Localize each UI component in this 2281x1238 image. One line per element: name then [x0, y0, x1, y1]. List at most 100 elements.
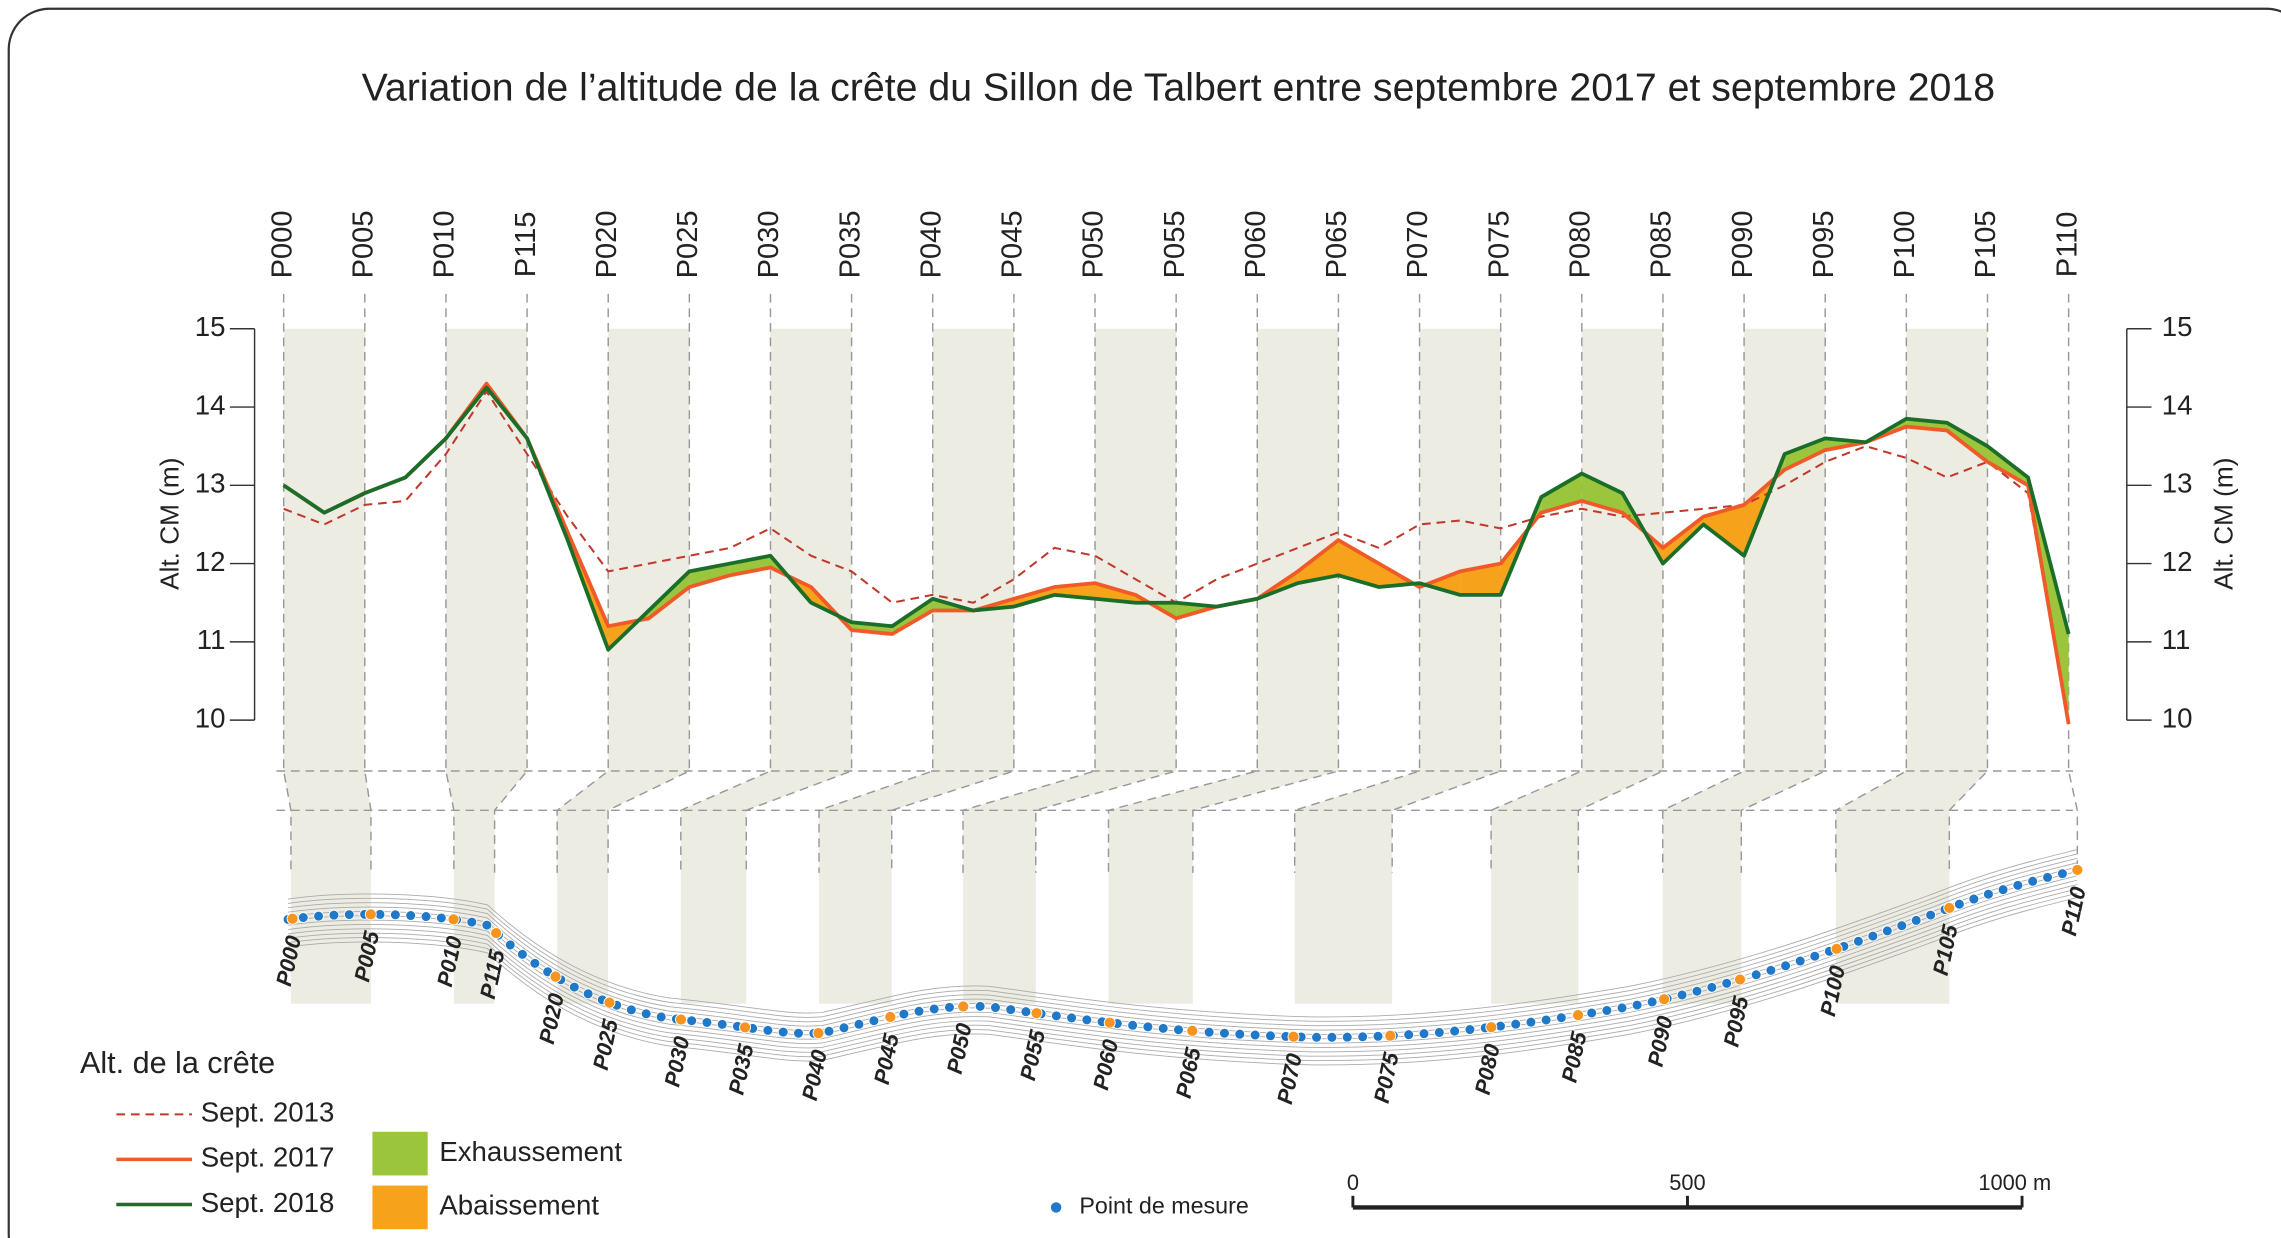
scale-label: 500 [1669, 1170, 1705, 1195]
profile-point [1830, 942, 1843, 955]
measure-point [1341, 1031, 1353, 1043]
profile-line [1035, 293, 1177, 873]
profile-line [1107, 293, 1259, 873]
measure-point [1794, 955, 1806, 967]
profile-point [286, 912, 299, 925]
x-tick-label: P105 [1970, 210, 2002, 278]
scale-label: 1000 m [1978, 1170, 2051, 1195]
measure-point [913, 1005, 925, 1017]
measure-point [1157, 1022, 1169, 1034]
measure-point [1721, 977, 1733, 989]
measure-point [777, 1026, 789, 1038]
map-profile-label: P080 [1470, 1042, 1505, 1097]
measure-point [1867, 930, 1879, 942]
profile-line [1740, 293, 1826, 873]
measure-point [1265, 1030, 1276, 1042]
measure-point [1616, 1002, 1628, 1014]
measure-point [625, 1004, 637, 1016]
measure-point [504, 939, 516, 951]
measure-point [435, 912, 447, 924]
contour [287, 884, 2078, 1053]
measure-point [1403, 1029, 1415, 1041]
profile-point [1384, 1029, 1397, 1042]
contour [287, 849, 2078, 1018]
measure-point [1809, 950, 1821, 962]
x-tick-label: P080 [1564, 210, 1596, 278]
measure-point [2027, 875, 2039, 887]
profile-point [884, 1010, 897, 1023]
profile-line [818, 293, 934, 873]
measure-point [1127, 1019, 1139, 1031]
measure-point [1540, 1014, 1552, 1026]
y2-tick-label: 14 [2162, 389, 2193, 420]
measure-point [1525, 1016, 1537, 1028]
profile-line [891, 293, 1015, 873]
measure-point [1953, 898, 1965, 910]
y2-tick-label: 11 [2162, 624, 2191, 655]
difference-fill [729, 555, 771, 576]
legend-label: Exhaussement [439, 1136, 622, 1167]
y-tick-label: 11 [197, 624, 226, 655]
measure-point [1203, 1026, 1215, 1038]
measure-point [1433, 1027, 1445, 1038]
x-tick-label: P110 [2051, 212, 2083, 278]
measure-point [1372, 1030, 1384, 1042]
measure-point [974, 1000, 986, 1012]
measure-point [1997, 884, 2009, 896]
legend-swatch [372, 1185, 428, 1230]
series-line [282, 381, 2071, 725]
legend-swatch [372, 1131, 428, 1176]
measure-point [517, 948, 528, 960]
contour [287, 862, 2078, 1031]
x-tick-label: P055 [1159, 210, 1191, 278]
x-tick-label: P005 [347, 210, 379, 278]
profile-point [1103, 1016, 1116, 1029]
measure-point [1510, 1018, 1522, 1030]
profile-line [493, 293, 528, 873]
profile-line [2067, 293, 2079, 873]
measure-point [1691, 985, 1703, 997]
measure-point [1706, 981, 1718, 993]
profile-band [680, 328, 852, 1004]
profile-point [1186, 1024, 1199, 1037]
map-profile-label: P055 [1015, 1027, 1050, 1083]
profile-band [963, 328, 1177, 1004]
x-tick-label: P050 [1078, 210, 1110, 278]
map-profile-label: P045 [869, 1031, 904, 1087]
x-tick-label: P040 [915, 210, 947, 278]
x-tick-label: P115 [510, 212, 542, 278]
legend-label: Sept. 2018 [201, 1187, 335, 1218]
measure-point [1173, 1024, 1184, 1036]
x-tick-label: P045 [997, 210, 1029, 278]
x-tick-label: P060 [1240, 210, 1272, 278]
measure-point [1896, 920, 1908, 932]
measure-point [389, 909, 401, 921]
difference-fill [1784, 438, 1826, 470]
measure-point [716, 1018, 728, 1030]
y2-tick-label: 10 [2162, 702, 2193, 733]
profile-point [603, 996, 616, 1009]
map-profile-label: P040 [797, 1048, 832, 1103]
difference-fill [1338, 540, 1379, 588]
measure-point [1881, 925, 1893, 937]
measure-point [568, 981, 580, 993]
measure-point [898, 1008, 910, 1020]
measure-point [2057, 868, 2068, 880]
measure-point [686, 1015, 698, 1027]
measure-point [1631, 999, 1643, 1011]
chart-title: Variation de l’altitude de la crête du S… [362, 66, 1995, 110]
series-line [282, 385, 2071, 652]
profile-line [364, 293, 372, 873]
measure-point [762, 1024, 774, 1036]
map-profile-label: P020 [534, 991, 569, 1046]
x-tick-label: P065 [1321, 210, 1353, 278]
profile-band [1108, 328, 1339, 1004]
profile-point [447, 913, 460, 926]
profile-point [549, 970, 562, 983]
profile-bands [276, 293, 2079, 1004]
profile-line [1192, 293, 1340, 873]
map-profile-label: P030 [659, 1034, 694, 1089]
x-tick-label: P025 [672, 210, 704, 278]
contour [287, 888, 2078, 1057]
